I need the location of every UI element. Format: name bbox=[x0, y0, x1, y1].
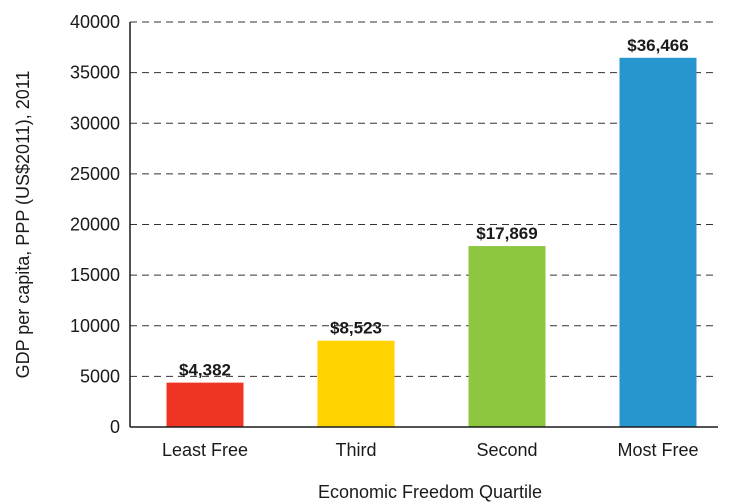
x-category-label: Least Free bbox=[162, 440, 248, 460]
y-tick-label: 35000 bbox=[70, 63, 120, 83]
y-tick-label: 30000 bbox=[70, 113, 120, 133]
y-tick-label: 5000 bbox=[80, 366, 120, 386]
gridlines bbox=[130, 21, 718, 377]
x-category-label: Third bbox=[335, 440, 376, 460]
data-label: $4,382 bbox=[179, 361, 231, 380]
data-labels: $4,382 $8,523 $17,869 $36,466 bbox=[179, 36, 689, 380]
y-tick-label: 0 bbox=[110, 417, 120, 437]
y-tick-labels: 0 5000 10000 15000 20000 25000 30000 35000 40000 bbox=[70, 12, 120, 437]
y-tick-label: 20000 bbox=[70, 215, 120, 235]
y-tick-label: 40000 bbox=[70, 12, 120, 32]
bar bbox=[166, 382, 244, 427]
x-category-labels: Least Free Third Second Most Free bbox=[162, 440, 699, 460]
bars bbox=[166, 57, 697, 428]
bar bbox=[619, 57, 697, 428]
data-label: $17,869 bbox=[476, 224, 537, 243]
y-tick-label: 25000 bbox=[70, 164, 120, 184]
y-tick-label: 10000 bbox=[70, 316, 120, 336]
data-label: $36,466 bbox=[627, 36, 688, 55]
y-axis-title: GDP per capita, PPP (US$2011), 2011 bbox=[13, 71, 33, 379]
x-axis-title: Economic Freedom Quartile bbox=[318, 482, 542, 502]
data-label: $8,523 bbox=[330, 319, 382, 338]
y-tick-label: 15000 bbox=[70, 265, 120, 285]
x-category-label: Second bbox=[476, 440, 537, 460]
bar bbox=[317, 340, 395, 427]
bar bbox=[468, 246, 546, 427]
x-category-label: Most Free bbox=[617, 440, 698, 460]
